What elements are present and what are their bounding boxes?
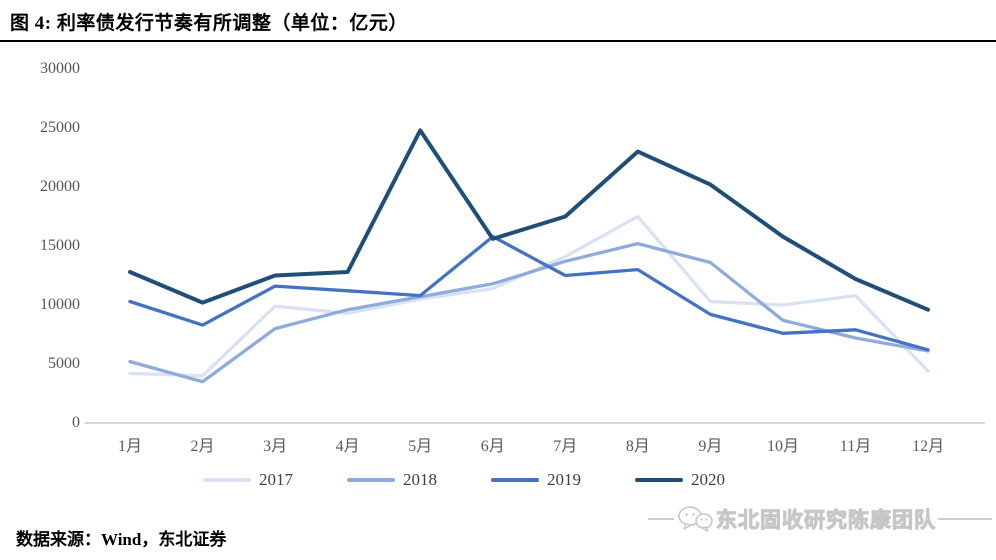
wechat-chat-bubbles-icon (676, 505, 714, 533)
figure-header: 图 4: 利率债发行节奏有所调整（单位：亿元） (0, 0, 996, 42)
y-tick-label: 10000 (40, 296, 80, 313)
legend-item-2020: 2020 (635, 470, 725, 490)
legend-label: 2020 (691, 470, 725, 489)
legend-item-2017: 2017 (203, 470, 293, 490)
x-tick-label: 3月 (263, 438, 288, 455)
x-tick-label: 1月 (117, 438, 143, 455)
x-tick-label: 8月 (625, 438, 650, 455)
x-tick-label: 9月 (698, 438, 723, 455)
figure-title: 图 4: 利率债发行节奏有所调整（单位：亿元） (10, 13, 408, 34)
data-source-note: 数据来源：Wind，东北证券 (16, 530, 227, 549)
chart-legend: 2017 2018 2019 2020 (0, 470, 962, 490)
watermark-rule-right (938, 518, 992, 520)
x-tick-label: 12月 (912, 438, 945, 455)
legend-line-swatch (635, 478, 683, 482)
x-tick-label: 11月 (839, 438, 872, 455)
legend-label: 2018 (403, 470, 437, 489)
y-tick-label: 15000 (40, 237, 80, 254)
y-tick-label: 20000 (40, 178, 80, 195)
series-line-2019 (128, 234, 930, 352)
x-tick-label: 6月 (480, 438, 505, 455)
y-tick-label: 5000 (48, 355, 80, 372)
x-tick-label: 10月 (766, 438, 800, 455)
team-watermark: 东北固收研究陈康团队 (648, 504, 992, 534)
legend-item-2019: 2019 (491, 470, 581, 490)
legend-line-swatch (203, 478, 251, 482)
y-tick-label: 25000 (40, 119, 80, 136)
legend-label: 2017 (259, 470, 293, 489)
series-line-2017 (128, 214, 930, 378)
watermark-rule-left (648, 518, 674, 520)
bond-issuance-line-chart: 30000 25000 20000 15000 10000 5000 0 1月 … (0, 42, 996, 489)
legend-line-swatch (347, 478, 395, 482)
title-underline (0, 40, 996, 42)
x-tick-label: 5月 (408, 438, 433, 455)
series-line-2020 (128, 128, 930, 312)
series-lines (128, 128, 930, 384)
legend-line-swatch (491, 478, 539, 482)
legend-item-2018: 2018 (347, 470, 437, 490)
series-line-2018 (128, 241, 930, 384)
legend-label: 2019 (547, 470, 581, 489)
y-tick-label: 0 (72, 414, 80, 431)
y-tick-label: 30000 (40, 60, 80, 77)
watermark-text: 东北固收研究陈康团队 (716, 508, 936, 533)
x-tick-label: 7月 (553, 438, 578, 455)
x-tick-label: 4月 (335, 438, 360, 455)
x-tick-label: 2月 (190, 438, 215, 455)
